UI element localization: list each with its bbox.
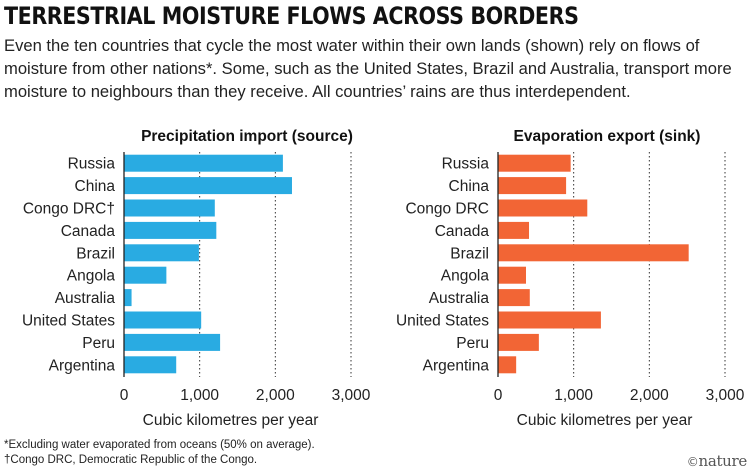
category-label: Canada [435,223,490,240]
bar [498,356,517,374]
bar [498,244,689,262]
bar [498,333,539,351]
category-label: Russia [442,156,490,173]
category-label: Brazil [450,245,489,262]
precipitation-import-chart: Precipitation import (source) Russia China… [22,128,371,429]
nature-logo: ©nature [686,452,748,470]
bar [124,356,177,374]
bar [498,221,530,239]
category-label: Australia [429,290,490,307]
bar [124,199,215,217]
page-title: TERRESTRIAL MOISTURE FLOWS ACROSS BORDER… [4,2,579,30]
bar [498,266,526,284]
tick-label: 1,000 [180,387,219,404]
bar [124,221,217,239]
x-axis-label: Cubic kilometres per year [143,412,319,429]
chart-title: Evaporation export (sink) [514,128,701,145]
tick-label: 0 [120,387,129,404]
category-label: China [449,178,490,195]
logo-text: nature [698,452,747,470]
category-label: Congo DRC† [23,201,115,218]
tick-label: 2,000 [630,387,669,404]
bar [124,154,283,172]
category-label: Russia [68,156,116,173]
category-label: Canada [61,223,116,240]
category-label: Peru [82,335,115,352]
category-label: Congo DRC [405,201,489,218]
footnote-asterisk: *Excluding water evaporated from oceans … [4,439,315,451]
footnote-dagger: †Congo DRC, Democratic Republic of the C… [4,454,258,466]
category-label: Angola [67,268,116,285]
category-label: United States [396,313,489,330]
tick-label: 2,000 [256,387,295,404]
x-axis-label: Cubic kilometres per year [517,412,693,429]
tick-label: 3,000 [706,387,745,404]
bar [498,311,601,329]
bar [498,199,588,217]
bar [498,289,530,307]
tick-label: 0 [494,387,503,404]
category-label: United States [22,313,115,330]
bar [124,177,292,195]
category-label: Angola [441,268,490,285]
category-label: Argentina [423,357,490,374]
bar [124,311,202,329]
category-label: Argentina [49,357,116,374]
category-label: China [75,178,116,195]
category-label: Peru [456,335,489,352]
copyright-symbol: © [686,455,699,469]
bar [124,333,221,351]
evaporation-export-chart: Evaporation export (sink) Russia China Cong… [396,128,745,429]
bar [498,177,567,195]
bar [124,266,167,284]
tick-label: 3,000 [332,387,371,404]
category-label: Brazil [76,245,115,262]
subtitle: Even the ten countries that cycle the mo… [4,36,732,101]
bar [124,244,199,262]
bar [498,154,571,172]
category-label: Australia [55,290,116,307]
tick-label: 1,000 [554,387,593,404]
bar [124,289,132,307]
chart-title: Precipitation import (source) [141,128,353,145]
footnotes: *Excluding water evaporated from oceans … [4,438,315,468]
